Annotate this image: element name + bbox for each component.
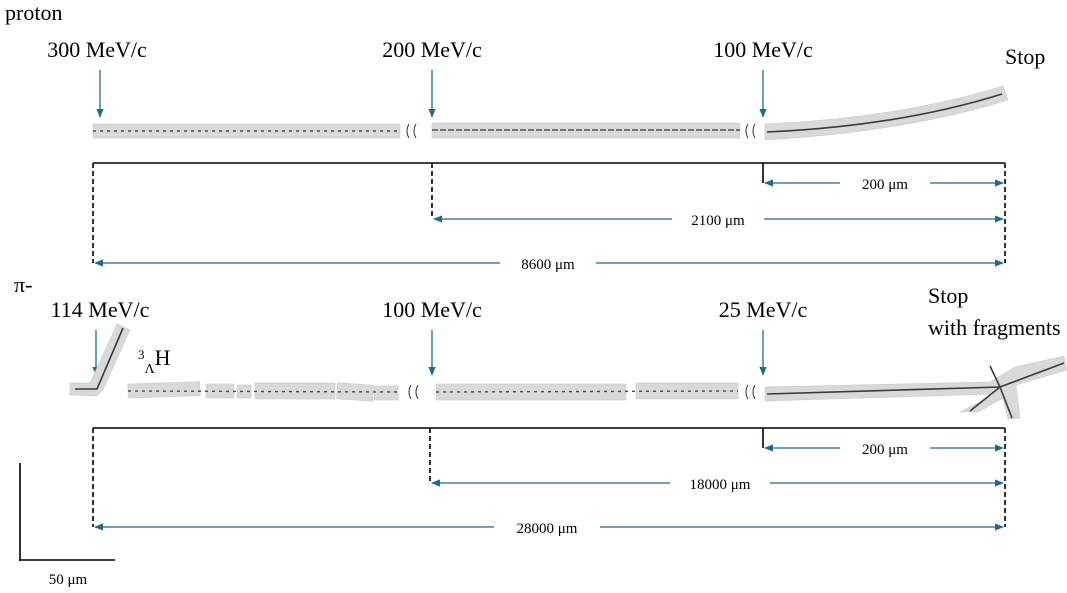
particle-label: π- — [14, 272, 32, 297]
track — [70, 324, 1067, 419]
range-label: 200 μm — [862, 442, 908, 458]
momentum-label: 114 MeV/c — [51, 297, 150, 322]
mass-number: 3 — [138, 347, 145, 362]
momentum-label: 100 MeV/c — [382, 297, 482, 322]
particle-label: proton — [5, 0, 62, 25]
stop-label: Stop — [928, 283, 968, 308]
momentum-label: 200 MeV/c — [382, 37, 482, 62]
momentum-label: 300 MeV/c — [47, 37, 147, 62]
arrows — [100, 70, 763, 117]
scale-bar — [19, 463, 115, 561]
scale-label: 50 μm — [49, 572, 88, 588]
stop-label: Stop — [1005, 44, 1045, 69]
range-label: 18000 μm — [690, 477, 751, 493]
track — [93, 86, 1008, 140]
symbol: H — [155, 345, 171, 370]
range-label: 28000 μm — [517, 521, 578, 537]
range-label: 8600 μm — [521, 257, 575, 273]
momentum-label: 25 MeV/c — [719, 297, 808, 322]
diagram: proton 300 MeV/c 200 MeV/c 100 MeV/c Sto… — [0, 0, 1067, 593]
momentum-label: 100 MeV/c — [713, 37, 813, 62]
range-label: 200 μm — [862, 177, 908, 193]
arrows — [96, 330, 763, 375]
hypernucleus-label: 3ΛH — [138, 345, 171, 377]
stop-label: with fragments — [928, 315, 1061, 340]
range-label: 2100 μm — [691, 213, 745, 229]
